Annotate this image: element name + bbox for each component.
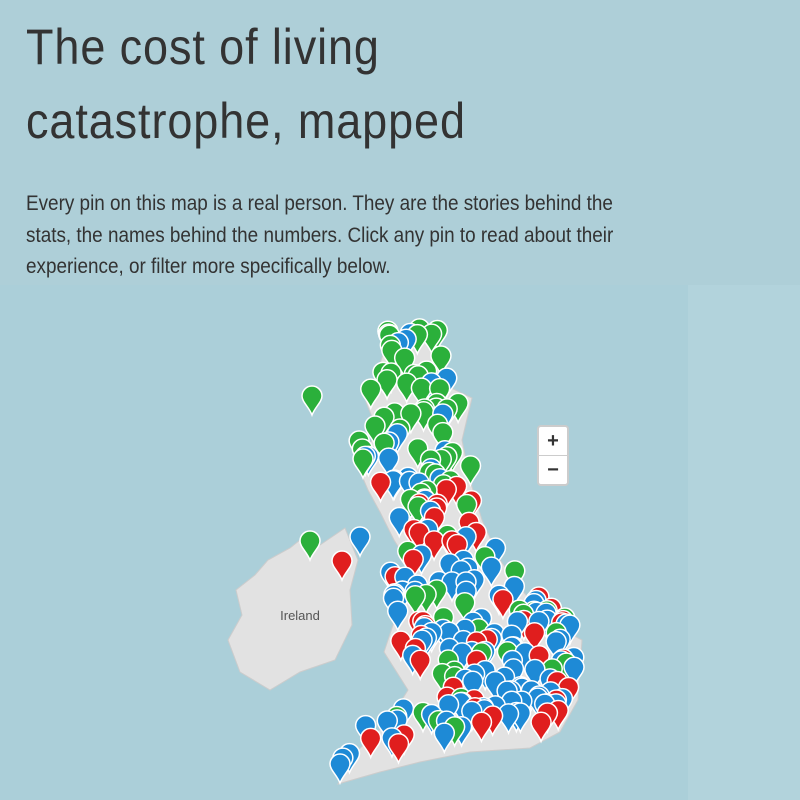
pins (299, 318, 585, 786)
pin[interactable] (432, 421, 454, 454)
pin[interactable] (523, 621, 546, 654)
pin[interactable] (352, 448, 374, 481)
pin[interactable] (563, 656, 585, 689)
pin[interactable] (301, 385, 323, 418)
country-label: Ireland (280, 608, 320, 623)
pin[interactable] (470, 711, 493, 744)
intro-line: stats, the names behind the numbers. Cli… (26, 224, 614, 247)
pin[interactable] (349, 526, 371, 559)
pin[interactable] (459, 455, 482, 488)
pin[interactable] (377, 447, 400, 480)
map[interactable]: Ireland (0, 285, 800, 800)
zoom-in[interactable]: + (537, 425, 569, 457)
ireland-land (227, 527, 359, 691)
pin[interactable] (359, 727, 382, 760)
tile-edge (688, 285, 800, 800)
title-line: The cost of living (26, 19, 380, 75)
intro-line: Every pin on this map is a real person. … (26, 192, 613, 215)
pin[interactable] (369, 471, 392, 504)
pin[interactable] (480, 556, 503, 589)
pin[interactable] (329, 753, 351, 786)
pin[interactable] (299, 530, 321, 563)
pin[interactable] (387, 732, 410, 765)
pin[interactable] (331, 550, 353, 583)
pin[interactable] (409, 649, 431, 682)
pin[interactable] (410, 377, 433, 410)
pin[interactable] (454, 591, 476, 624)
header: The cost of living catastrophe, mapped E… (0, 0, 800, 285)
zoom-out[interactable]: − (537, 455, 569, 486)
title-line: catastrophe, mapped (26, 93, 466, 149)
pin[interactable] (360, 378, 382, 411)
pin[interactable] (455, 493, 478, 526)
pin[interactable] (530, 711, 552, 744)
pin[interactable] (404, 585, 426, 617)
intro-line: experience, or filter more specifically … (26, 255, 391, 278)
pin[interactable] (433, 722, 456, 755)
pin[interactable] (386, 600, 409, 633)
